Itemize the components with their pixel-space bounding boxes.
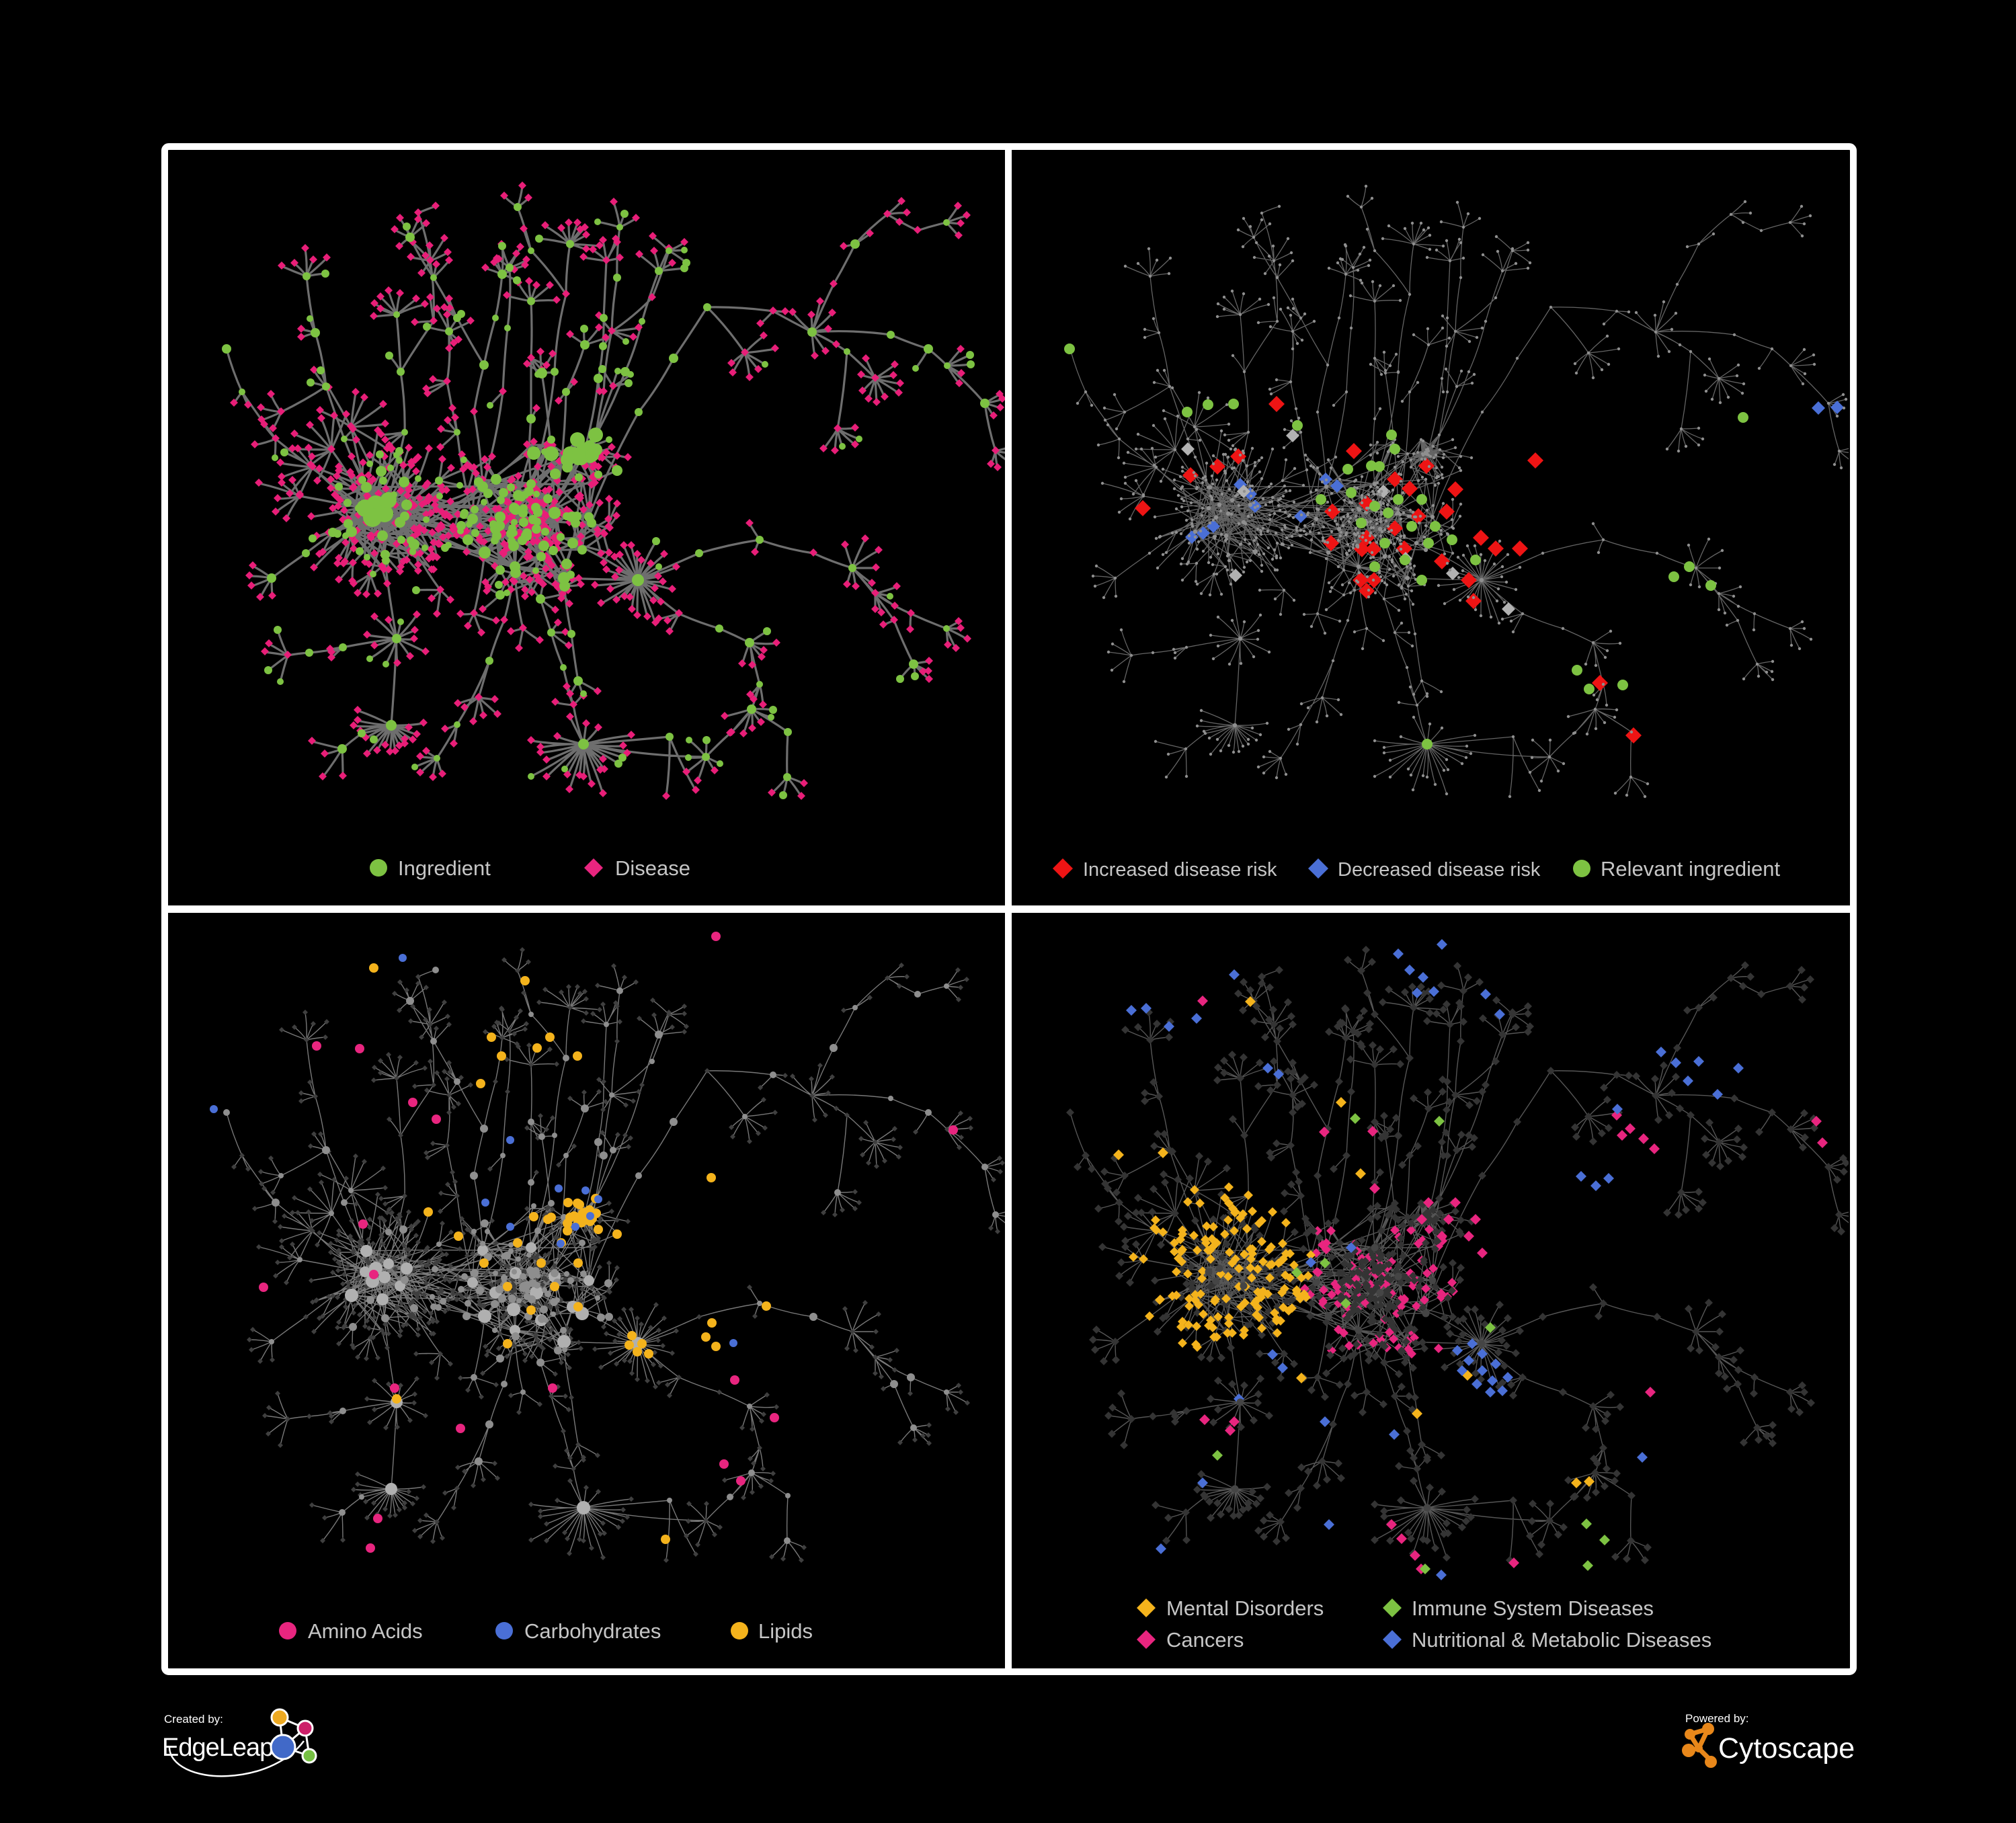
svg-text:Powered by:: Powered by: xyxy=(1685,1712,1749,1725)
svg-text:Cytoscape: Cytoscape xyxy=(1718,1732,1855,1765)
svg-text:Nutritional & Metabolic Diseas: Nutritional & Metabolic Diseases xyxy=(1412,1628,1711,1652)
svg-text:Created by:: Created by: xyxy=(164,1713,223,1726)
svg-text:Lipids: Lipids xyxy=(758,1619,813,1643)
svg-text:Disease: Disease xyxy=(615,856,690,880)
svg-text:Mental Disorders: Mental Disorders xyxy=(1166,1596,1324,1620)
svg-text:Increased disease risk: Increased disease risk xyxy=(1083,859,1277,881)
svg-text:Decreased disease risk: Decreased disease risk xyxy=(1338,859,1541,881)
svg-text:Cancers: Cancers xyxy=(1166,1628,1244,1652)
svg-text:Relevant ingredient: Relevant ingredient xyxy=(1601,857,1781,881)
svg-text:Amino Acids: Amino Acids xyxy=(308,1619,423,1643)
svg-text:Carbohydrates: Carbohydrates xyxy=(524,1619,661,1643)
svg-text:Ingredient: Ingredient xyxy=(398,856,491,880)
svg-text:EdgeLeap: EdgeLeap xyxy=(162,1734,273,1762)
svg-text:Immune System Diseases: Immune System Diseases xyxy=(1412,1596,1654,1620)
